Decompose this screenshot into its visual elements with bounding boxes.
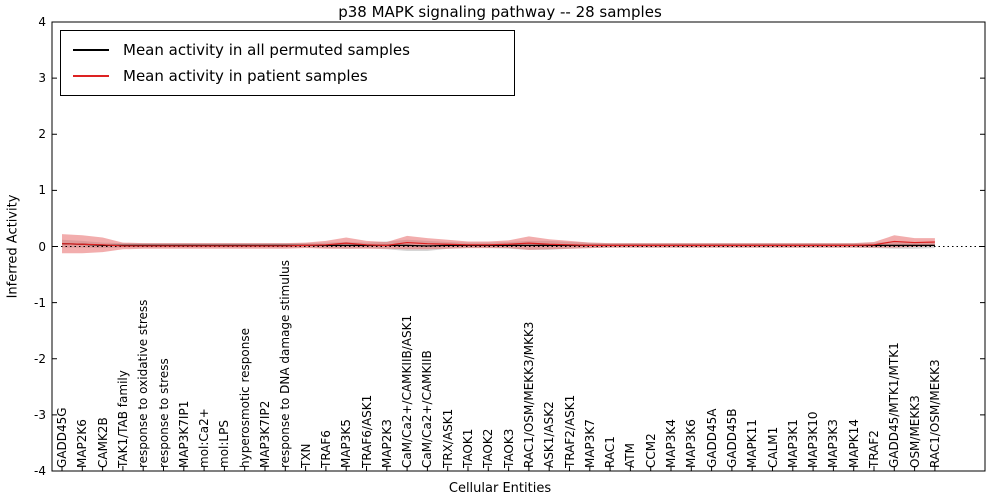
x-tick-label: response to DNA damage stimulus — [278, 259, 293, 468]
x-tick-label: MAP3K7IP1 — [176, 400, 191, 468]
x-tick-label: TAOK2 — [481, 428, 496, 468]
x-tick-label: GADD45A — [704, 408, 719, 468]
x-tick-label: TAK1/TAB family — [115, 370, 130, 468]
y-tick-label: -2 — [34, 351, 46, 366]
x-tick-label: ASK1/ASK2 — [542, 401, 557, 468]
x-tick-label: MAPK11 — [745, 419, 760, 468]
legend-label-permuted: Mean activity in all permuted samples — [123, 41, 410, 59]
x-tick-label: response to stress — [156, 358, 171, 468]
x-tick-label: mol:LPS — [217, 420, 232, 468]
y-tick-label: 4 — [38, 15, 46, 29]
x-tick-label: TRAF6 — [318, 430, 333, 468]
x-tick-label: mol:Ca2+ — [197, 408, 212, 468]
x-tick-label: MAP2K6 — [75, 419, 90, 468]
x-tick-label: RAC1 — [603, 436, 618, 468]
permuted-line-swatch-icon — [73, 49, 109, 51]
y-tick-label: 3 — [38, 71, 46, 86]
y-tick-label: 2 — [38, 127, 46, 142]
patient-mean-line — [61, 240, 935, 247]
x-tick-label: MAP2K3 — [379, 419, 394, 468]
x-axis-label: Cellular Entities — [448, 481, 552, 496]
x-tick-label: MAP3K10 — [806, 411, 821, 468]
y-tick-label: -4 — [34, 464, 46, 478]
y-tick-label: -1 — [34, 295, 46, 310]
y-tick-label: 1 — [38, 183, 46, 198]
x-tick-label: MAP3K6 — [684, 419, 699, 468]
x-tick-label: TAOK3 — [501, 428, 516, 468]
x-tick-label: MAPK14 — [846, 419, 861, 468]
legend: Mean activity in all permuted samples Me… — [60, 30, 515, 96]
x-tick-label: MAP3K7IP2 — [258, 400, 272, 468]
x-tick-label: TRAF2 — [867, 430, 881, 468]
x-tick-label: TRAF6/ASK1 — [359, 394, 374, 468]
legend-label-patient: Mean activity in patient samples — [123, 67, 368, 85]
x-tick-label: CALM1 — [765, 426, 780, 468]
patient-line-swatch-icon — [73, 75, 109, 77]
x-tick-label: OSM/MEKK3 — [907, 395, 922, 468]
x-tick-label: CAMK2B — [95, 417, 110, 468]
y-tick-label: -3 — [34, 407, 46, 422]
x-tick-label: TRAF2/ASK1 — [562, 394, 577, 468]
x-tick-label: ATM — [623, 443, 638, 468]
x-tick-label: MAP3K7 — [582, 419, 597, 468]
x-tick-label: response to oxidative stress — [136, 299, 151, 468]
x-tick-label: MAP3K1 — [785, 419, 800, 468]
chart-title: p38 MAPK signaling pathway -- 28 samples — [338, 3, 662, 21]
x-tick-label: CCM2 — [643, 433, 658, 468]
x-tick-label: TRX/ASK1 — [440, 408, 455, 468]
x-tick-label: MAP3K3 — [826, 419, 841, 468]
x-tick-label: MAP3K5 — [339, 419, 354, 468]
x-tick-label: CaM/Ca2+/CAMKIIB — [420, 350, 435, 468]
x-tick-label: RAC1/OSM/MEKK3 — [927, 359, 942, 468]
x-tick-label: GADD45B — [724, 408, 739, 469]
x-tick-label: GADD45G — [55, 407, 69, 468]
legend-item-permuted: Mean activity in all permuted samples — [61, 41, 514, 59]
x-tick-label: GADD45/MTK1/MTK1 — [887, 342, 902, 468]
y-tick-label: 0 — [38, 239, 46, 254]
x-tick-label: TXN — [298, 443, 313, 468]
x-tick-label: hyperosmotic response — [237, 328, 252, 468]
x-tick-label: CaM/Ca2+/CAMKIIB/ASK1 — [400, 314, 415, 468]
x-tick-label: RAC1/OSM/MEKK3/MKK3 — [521, 321, 536, 468]
x-tick-label: MAP3K4 — [664, 419, 678, 468]
patient-band — [62, 234, 935, 254]
legend-item-patient: Mean activity in patient samples — [61, 67, 514, 85]
x-tick-label: TAOK1 — [461, 428, 475, 468]
